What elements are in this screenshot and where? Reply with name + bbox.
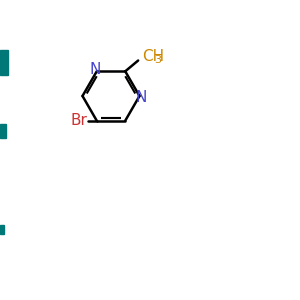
Text: 3: 3 — [154, 55, 161, 65]
Text: N: N — [90, 62, 101, 77]
Bar — [0, 124, 6, 138]
Bar — [0, 50, 8, 75]
Text: N: N — [135, 90, 147, 105]
Text: Br: Br — [71, 113, 88, 128]
Bar — [0, 225, 4, 234]
Text: CH: CH — [142, 50, 164, 64]
